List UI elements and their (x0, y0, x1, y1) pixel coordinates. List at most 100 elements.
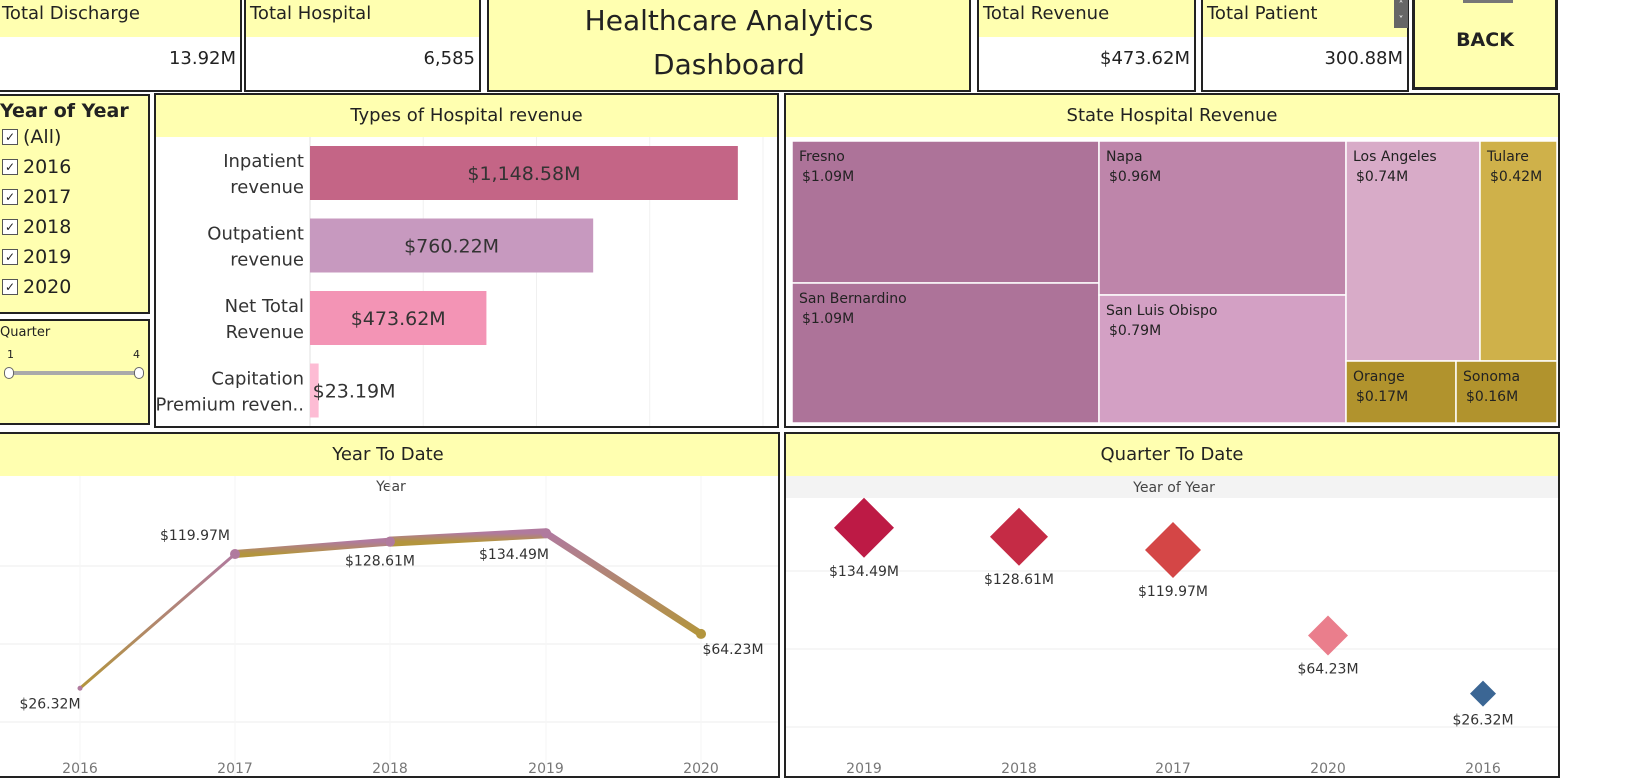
treemap-value-label: $1.09M (802, 169, 854, 185)
data-label: $134.49M (829, 564, 899, 580)
category-label: revenue (230, 250, 304, 271)
year-filter-item[interactable]: ✓ 2017 (0, 182, 148, 212)
quarter-max-label: 4 (133, 348, 140, 361)
category-label: revenue (230, 177, 304, 198)
treemap-cell: San Bernardino $1.09M (791, 282, 1100, 424)
series-line-segment (78, 552, 237, 690)
category-label: Inpatient (223, 151, 304, 172)
treemap-rect (791, 140, 1100, 284)
bar-value-label: $760.22M (404, 236, 499, 258)
treemap-name: Napa (1106, 149, 1143, 165)
category-label: Outpatient (207, 224, 304, 245)
checkbox-icon[interactable]: ✓ (2, 279, 18, 295)
x-tick-label: 2016 (62, 761, 98, 776)
year-filter-item[interactable]: ✓ 2019 (0, 242, 148, 272)
year-filter-label: 2020 (23, 276, 72, 298)
year-filter: Year of Year ✓ (All) ✓ 2016 ✓ 2017 ✓ 2018 ✓ 2019 ✓… (0, 94, 150, 314)
back-button[interactable]: BACK (1456, 29, 1514, 51)
year-filter-item[interactable]: ✓ 2016 (0, 152, 148, 182)
series-line-segment (385, 528, 551, 547)
data-label: $128.61M (984, 572, 1054, 588)
bar-value-label: $23.19M (313, 381, 396, 403)
data-label: $26.32M (1452, 713, 1513, 729)
treemap-cell: Fresno $1.09M (791, 140, 1100, 284)
kpi-label: Total Patient (1203, 0, 1407, 37)
quarter-slider-handle-max[interactable] (134, 367, 144, 379)
quarter-slider-handle-min[interactable] (4, 367, 14, 379)
kpi-total-revenue: Total Revenue $473.62M (977, 0, 1196, 92)
treemap-cell: Napa $0.96M (1098, 140, 1347, 296)
checkbox-icon[interactable]: ✓ (2, 219, 18, 235)
diamond-marker (990, 507, 1048, 566)
dashboard-title: Healthcare Analytics Dashboard (487, 0, 971, 92)
ytd-panel: Year To Date Year $26.32M 2016 $119.97M 2017… (0, 432, 780, 778)
state-revenue-title: State Hospital Revenue (786, 95, 1558, 137)
x-tick-label: 2019 (846, 761, 882, 776)
bar-value-label: $1,148.58M (467, 163, 580, 185)
kpi-value: 300.88M (1324, 48, 1403, 69)
treemap-cell: San Luis Obispo $0.79M (1098, 294, 1347, 424)
kpi-value: 6,585 (423, 48, 475, 69)
treemap-rect (1455, 360, 1558, 424)
checkbox-icon[interactable]: ✓ (2, 249, 18, 265)
checkbox-icon[interactable]: ✓ (2, 129, 18, 145)
diamond-marker (1470, 680, 1496, 707)
x-tick-label: 2019 (528, 761, 564, 776)
qtd-panel: Quarter To Date Year of Year $134.49M 2019… (784, 432, 1560, 778)
x-tick-label: 2017 (1155, 761, 1191, 776)
treemap-value-label: $0.42M (1490, 169, 1542, 185)
treemap-name: Sonoma (1463, 369, 1520, 385)
kpi-label: Total Discharge (0, 0, 240, 37)
checkbox-icon[interactable]: ✓ (2, 189, 18, 205)
types-revenue-chart: Inpatient revenue $1,148.58M Outpatient reve… (156, 137, 764, 426)
treemap-name: Fresno (799, 149, 845, 165)
diamond-marker (1145, 522, 1201, 579)
x-tick-label: 2020 (683, 761, 719, 776)
year-filter-item[interactable]: ✓ 2018 (0, 212, 148, 242)
title-line-1: Healthcare Analytics (584, 4, 874, 37)
kpi-value: 13.92M (168, 48, 236, 69)
chevron-down-icon[interactable]: ˅ (1398, 15, 1404, 26)
series-line-segment (231, 537, 394, 559)
state-revenue-treemap: Fresno $1.09M San Bernardino $1.09M Napa $0.9… (791, 140, 1558, 424)
x-axis-header (786, 476, 1558, 498)
year-filter-item[interactable]: ✓ 2020 (0, 272, 148, 302)
quarter-min-label: 1 (7, 348, 14, 361)
quarter-slider-track[interactable] (8, 371, 139, 375)
data-label: $119.97M (160, 528, 230, 544)
x-axis-title: Year (375, 479, 406, 495)
x-tick-label: 2018 (372, 761, 408, 776)
data-label: $128.61M (345, 554, 415, 570)
treemap-value-label: $0.17M (1356, 389, 1408, 405)
treemap-rect (1098, 294, 1347, 424)
state-revenue-panel: State Hospital Revenue Fresno $1.09M San B… (784, 93, 1560, 428)
treemap-rect (1479, 140, 1558, 362)
back-panel[interactable]: BACK (1412, 0, 1558, 90)
year-filter-label: (All) (23, 126, 62, 148)
data-label: $26.32M (19, 696, 80, 712)
chevron-up-icon[interactable]: ˄ (1398, 0, 1404, 11)
treemap-name: San Luis Obispo (1106, 303, 1217, 319)
series-line-segment (542, 529, 705, 638)
kpi-total-discharge: Total Discharge 13.92M (0, 0, 242, 92)
category-label: Revenue (226, 322, 304, 343)
checkbox-icon[interactable]: ✓ (2, 159, 18, 175)
data-label: $134.49M (479, 547, 549, 563)
treemap-rect (1098, 140, 1347, 296)
bar (310, 363, 319, 418)
treemap-rect (1345, 140, 1481, 362)
scroll-control[interactable]: ˄ ˅ (1394, 0, 1408, 28)
year-filter-label: 2017 (23, 186, 72, 208)
kpi-label: Total Hospital (246, 0, 479, 37)
year-filter-item[interactable]: ✓ (All) (0, 122, 148, 152)
category-label: Premium reven.. (156, 395, 304, 416)
bar-value-label: $473.62M (351, 308, 446, 330)
data-point (230, 549, 240, 560)
x-tick-label: 2016 (1465, 761, 1501, 776)
treemap-name: San Bernardino (799, 291, 907, 307)
types-revenue-title: Types of Hospital revenue (156, 95, 777, 137)
x-axis-title: Year of Year (1132, 480, 1215, 496)
treemap-name: Orange (1353, 369, 1405, 385)
quarter-title: Quarter (0, 325, 51, 340)
kpi-label: Total Revenue (979, 0, 1194, 37)
